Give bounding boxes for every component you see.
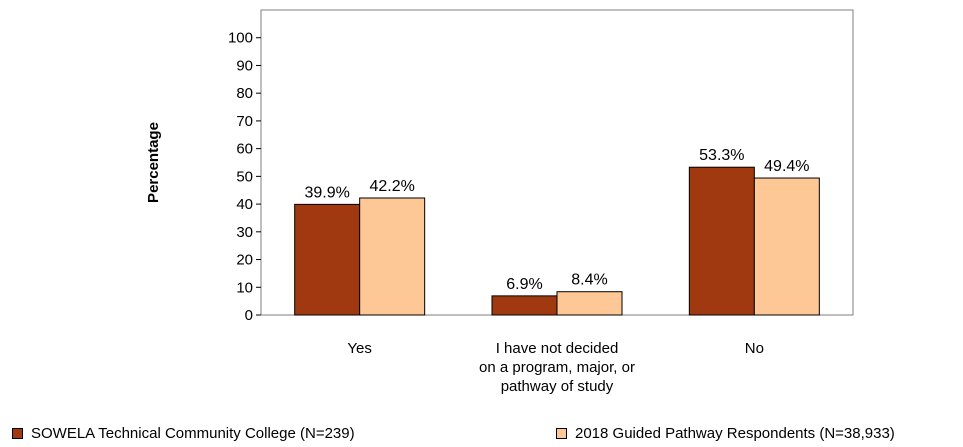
y-tick-label: 90 <box>236 57 253 74</box>
y-tick-label: 70 <box>236 113 253 130</box>
data-label: 53.3% <box>699 147 744 164</box>
legend-item-2018-respondents: 2018 Guided Pathway Respondents (N=38,93… <box>556 425 895 442</box>
y-tick-label: 30 <box>236 224 253 241</box>
y-tick-label: 100 <box>228 30 253 47</box>
data-label: 49.4% <box>764 158 809 175</box>
data-label: 39.9% <box>304 184 349 201</box>
bar <box>294 203 361 316</box>
x-tick-label: pathway of study <box>501 378 614 395</box>
data-label: 6.9% <box>506 276 542 293</box>
y-tick-label: 0 <box>245 307 253 324</box>
legend-label-sowela: SOWELA Technical Community College (N=23… <box>31 425 355 442</box>
y-tick-label: 40 <box>236 196 253 213</box>
bar-chart: 0 10 20 30 40 50 60 70 80 90 100 Percentage 39.9% 42.… <box>145 9 854 395</box>
bar <box>556 291 623 316</box>
x-tick-label: I have not decided <box>496 340 619 357</box>
x-tick-label: Yes <box>347 340 371 357</box>
y-axis-label: Percentage <box>145 122 162 203</box>
x-tick-label: No <box>745 340 764 357</box>
y-tick-label: 60 <box>236 141 253 158</box>
legend-swatch-2018-respondents <box>556 428 567 439</box>
data-label: 8.4% <box>571 272 607 289</box>
y-tick-label: 10 <box>236 279 253 296</box>
data-label: 42.2% <box>369 178 414 195</box>
legend-swatch-sowela <box>12 428 23 439</box>
y-tick-label: 80 <box>236 85 253 102</box>
y-tick-label: 20 <box>236 252 253 269</box>
y-tick-label: 50 <box>236 168 253 185</box>
legend-item-sowela: SOWELA Technical Community College (N=23… <box>12 425 355 442</box>
legend-label-2018-respondents: 2018 Guided Pathway Respondents (N=38,93… <box>575 425 895 442</box>
bar <box>491 295 558 316</box>
bar <box>753 177 820 316</box>
x-tick-label: on a program, major, or <box>479 359 635 376</box>
bar <box>688 166 755 316</box>
bar <box>359 197 426 316</box>
